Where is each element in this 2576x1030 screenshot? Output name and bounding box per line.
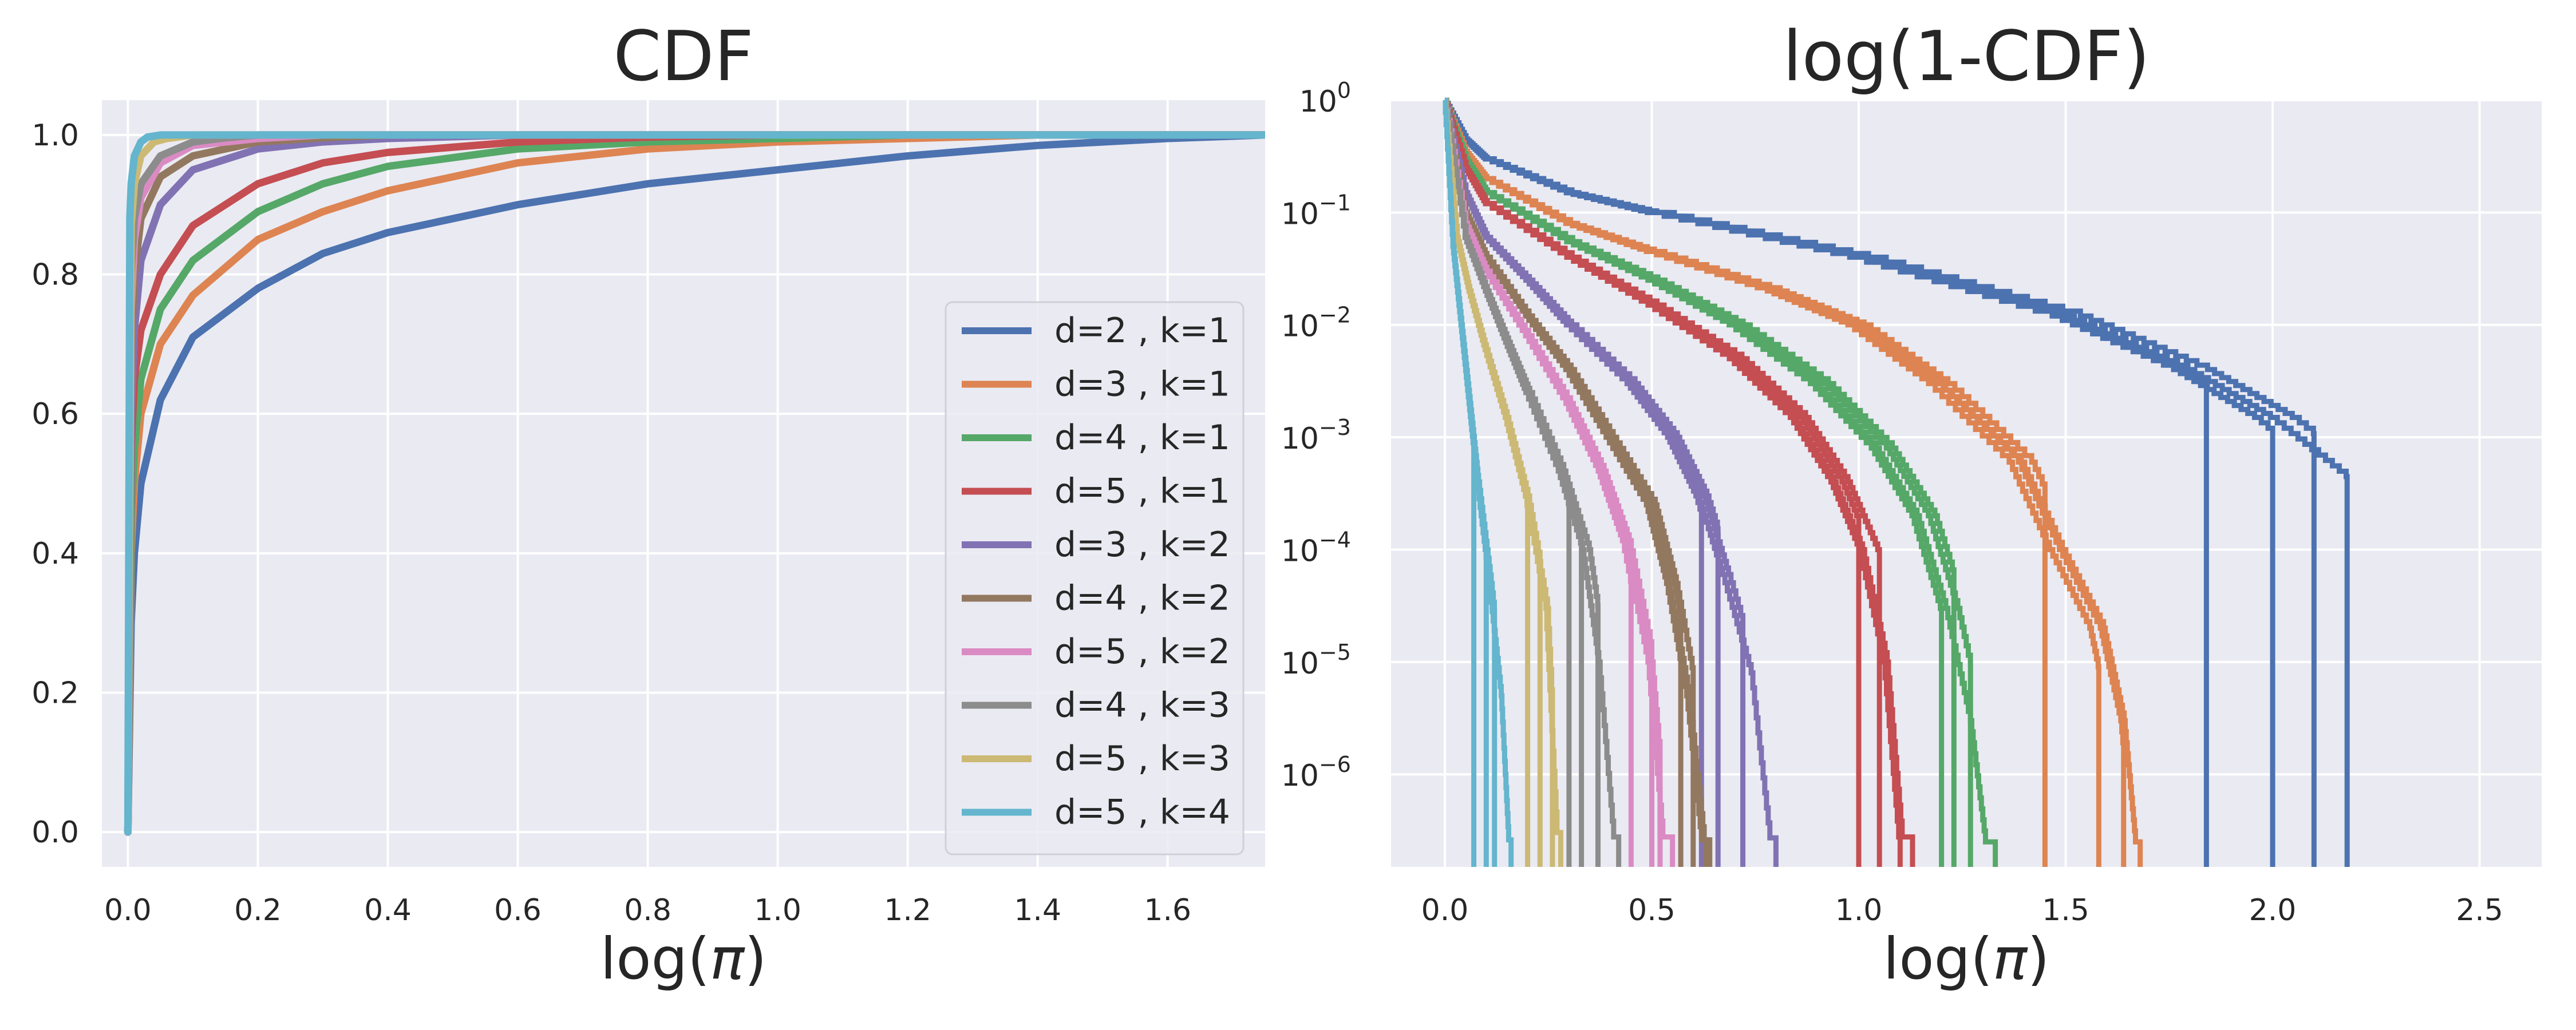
log-survival-panel: 0.0 0.5 1.0 1.5 2.0 2.5 10010−110−210−310−410… — [1281, 17, 2542, 992]
y-tick-label: 10−1 — [1281, 190, 1351, 231]
y-tick-label: 100 — [1299, 78, 1351, 119]
y-tick-label: 0.4 — [31, 537, 79, 571]
legend-label: d=5 , k=1 — [1054, 472, 1230, 512]
series-line-1 — [124, 131, 1265, 836]
y-tick-label: 10−6 — [1281, 752, 1351, 793]
x-tick-label: 1.5 — [2042, 893, 2089, 928]
legend-label: d=4 , k=3 — [1054, 686, 1230, 726]
series-line-1 — [1444, 97, 2350, 867]
x-tick-label: 0.5 — [1628, 893, 1676, 928]
x-tick-label: 0.0 — [104, 893, 152, 928]
y-tick-label: 10−5 — [1281, 640, 1351, 681]
legend-label: d=3 , k=2 — [1054, 525, 1230, 565]
x-tick-label: 1.4 — [1014, 893, 1061, 928]
series-line-10 — [124, 131, 1265, 836]
y-tick-label: 0.2 — [31, 676, 79, 710]
x-tick-label: 0.4 — [364, 893, 412, 928]
x-tick-label: 1.6 — [1144, 893, 1191, 928]
y-tick-label: 0.8 — [31, 258, 79, 292]
legend-label: d=4 , k=1 — [1054, 418, 1230, 458]
y-tick-label: 0.6 — [31, 397, 79, 431]
series-line-6 — [1444, 97, 1713, 867]
y-tick-label: 1.0 — [31, 118, 79, 153]
legend-label: d=2 , k=1 — [1054, 311, 1230, 351]
series-line-9 — [1443, 97, 1563, 867]
legend: d=2 , k=1 d=3 , k=1 d=4 , k=1 d=5 , k=1 d=3 … — [945, 301, 1244, 855]
x-tick-label: 2.5 — [2456, 893, 2503, 928]
cdf-y-tick-labels: 0.0 0.2 0.4 0.6 0.8 1.0 — [31, 118, 79, 850]
log-survival-x-axis-label: log(π) — [1883, 925, 2050, 992]
series-line-5 — [1444, 97, 1779, 867]
y-tick-label: 0.0 — [31, 815, 79, 850]
log-survival-y-tick-labels: 100 10−1 10−2 10−3 10−4 10−5 10−6 — [1281, 78, 1351, 793]
log-survival-title: log(1-CDF) — [1783, 17, 2150, 97]
y-tick-label: 10−3 — [1281, 415, 1351, 456]
cdf-series-lines — [124, 131, 1265, 836]
x-tick-label: 1.0 — [1835, 893, 1883, 928]
series-line-4 — [1444, 97, 1915, 867]
x-tick-label: 0.8 — [624, 893, 671, 928]
series-line-10 — [1443, 97, 1514, 867]
y-tick-label: 10−2 — [1281, 303, 1351, 344]
x-tick-label: 0.2 — [234, 893, 282, 928]
series-line-8 — [1444, 97, 1622, 867]
legend-label: d=4 , k=2 — [1054, 579, 1230, 619]
legend-label: d=5 , k=4 — [1054, 793, 1230, 833]
log-survival-x-tick-labels: 0.0 0.5 1.0 1.5 2.0 2.5 — [1421, 893, 2503, 928]
cdf-title: CDF — [613, 17, 753, 97]
legend-label: d=3 , k=1 — [1054, 365, 1230, 405]
cdf-panel: 0.0 0.2 0.4 0.6 0.8 1.0 1.2 1.4 1.6 0.0 0.2 0.4 0.6… — [31, 17, 1265, 992]
x-tick-label: 0.6 — [494, 893, 542, 928]
x-tick-label: 1.0 — [754, 893, 801, 928]
x-tick-label: 2.0 — [2249, 893, 2297, 928]
series-line-2 — [1444, 97, 2143, 867]
log-survival-series-lines — [1443, 97, 2350, 867]
legend-label: d=5 , k=2 — [1054, 632, 1230, 672]
legend-label: d=5 , k=3 — [1054, 739, 1230, 779]
cdf-x-axis-label: log(π) — [600, 925, 767, 992]
x-tick-label: 1.2 — [884, 893, 931, 928]
x-tick-label: 0.0 — [1421, 893, 1469, 928]
y-tick-label: 10−4 — [1281, 527, 1351, 568]
cdf-x-tick-labels: 0.0 0.2 0.4 0.6 0.8 1.0 1.2 1.4 1.6 — [104, 893, 1191, 928]
